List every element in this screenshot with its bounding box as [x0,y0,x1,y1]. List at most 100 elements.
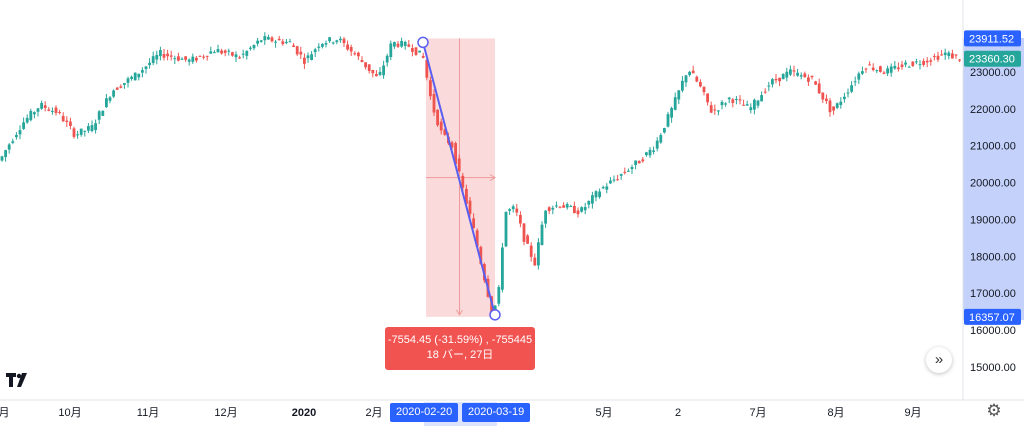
candle-body [907,66,911,68]
measure-tooltip: -7554.45 (-31.59%) , -755445 18 バー, 27日 [385,327,535,370]
candle-body [886,68,889,74]
candle-body [454,143,457,164]
candle-body [652,150,655,152]
candle-body [511,206,515,210]
candle-body [450,142,454,148]
candle-body [40,102,43,109]
candle-body [479,246,483,264]
candle-body [645,152,648,156]
candle-body [843,96,846,100]
candle-body [537,242,540,266]
candle-body [54,107,58,114]
candle-body [558,206,562,208]
candle-body [763,91,767,93]
candle-body [882,72,886,74]
candle-body [382,65,385,76]
candle-body [580,207,583,212]
candle-body [292,45,295,48]
candle-body [252,45,256,49]
candle-body [288,41,292,43]
candle-body [893,65,897,69]
candle-body [227,50,231,52]
tradingview-logo-icon[interactable] [4,370,30,390]
candle-body [241,53,245,55]
candle-body [911,61,915,66]
price-chip-crosshair-bg [964,30,1021,47]
x-tick-label: 12月 [214,407,237,419]
candle-body [0,156,4,161]
chevron-double-right-icon: » [934,351,944,368]
candle-body [850,85,853,92]
candle-body [591,195,594,204]
candle-body [792,70,796,72]
x-tick-label: 8月 [827,407,844,419]
candle-body [191,56,195,62]
candle-body [659,135,663,143]
candle-body [810,75,814,78]
candle-body [943,52,947,56]
candle-body [821,92,825,100]
candle-body [375,74,378,77]
candle-body [709,105,713,113]
candle-body [778,77,781,82]
candle-body [655,140,659,149]
candle-body [411,48,414,52]
candle-body [551,207,555,210]
candle-body [213,52,216,54]
candle-body [637,160,641,164]
candle-body [720,101,724,106]
x-tick-label: 2月 [365,407,382,419]
candle-body [364,62,367,68]
candle-body [357,52,360,57]
scroll-to-realtime-button[interactable]: » [926,347,952,373]
candle-body [915,61,918,63]
candle-body [274,41,277,43]
candle-body [573,205,576,214]
candle-body [58,112,61,114]
candle-body [861,71,864,74]
measure-arrow-head [456,309,463,316]
gear-icon[interactable]: ⚙ [986,401,1002,420]
candle-body [555,205,558,207]
candle-body [475,230,479,247]
x-tick-label: 5月 [595,407,612,419]
candle-body [335,40,339,43]
candle-body [695,76,699,82]
candle-body [61,115,65,122]
candle-body [832,106,835,111]
candle-body [857,73,861,80]
candle-body [94,123,97,131]
candle-body [468,200,472,214]
candle-body [36,108,40,112]
candle-body [738,99,742,101]
candle-body [681,80,684,91]
candle-body [565,204,569,208]
candle-body [904,62,907,65]
candle-body [166,53,169,57]
candle-body [749,107,753,111]
candle-body [281,41,285,45]
candle-body [43,105,47,109]
measure-change: -7554.45 (-31.59%) , -755445 [387,334,533,346]
price-chip-last-bg [964,50,1021,67]
candle-body [407,44,411,47]
candle-body [673,97,677,110]
candle-body [889,66,893,73]
candle-body [619,174,623,176]
candle-body [51,110,54,112]
candle-body [562,205,565,208]
candle-body [155,54,159,60]
candle-body [922,60,925,65]
candle-body [713,109,717,111]
candle-body [342,38,346,44]
candle-body [331,42,335,44]
candle-body [249,47,252,49]
candle-body [929,60,933,62]
candle-body [137,73,141,78]
candle-body [180,58,184,60]
candle-body [267,36,270,40]
candle-body [87,126,90,131]
measure-start-date: 2020-02-20 [390,403,459,422]
